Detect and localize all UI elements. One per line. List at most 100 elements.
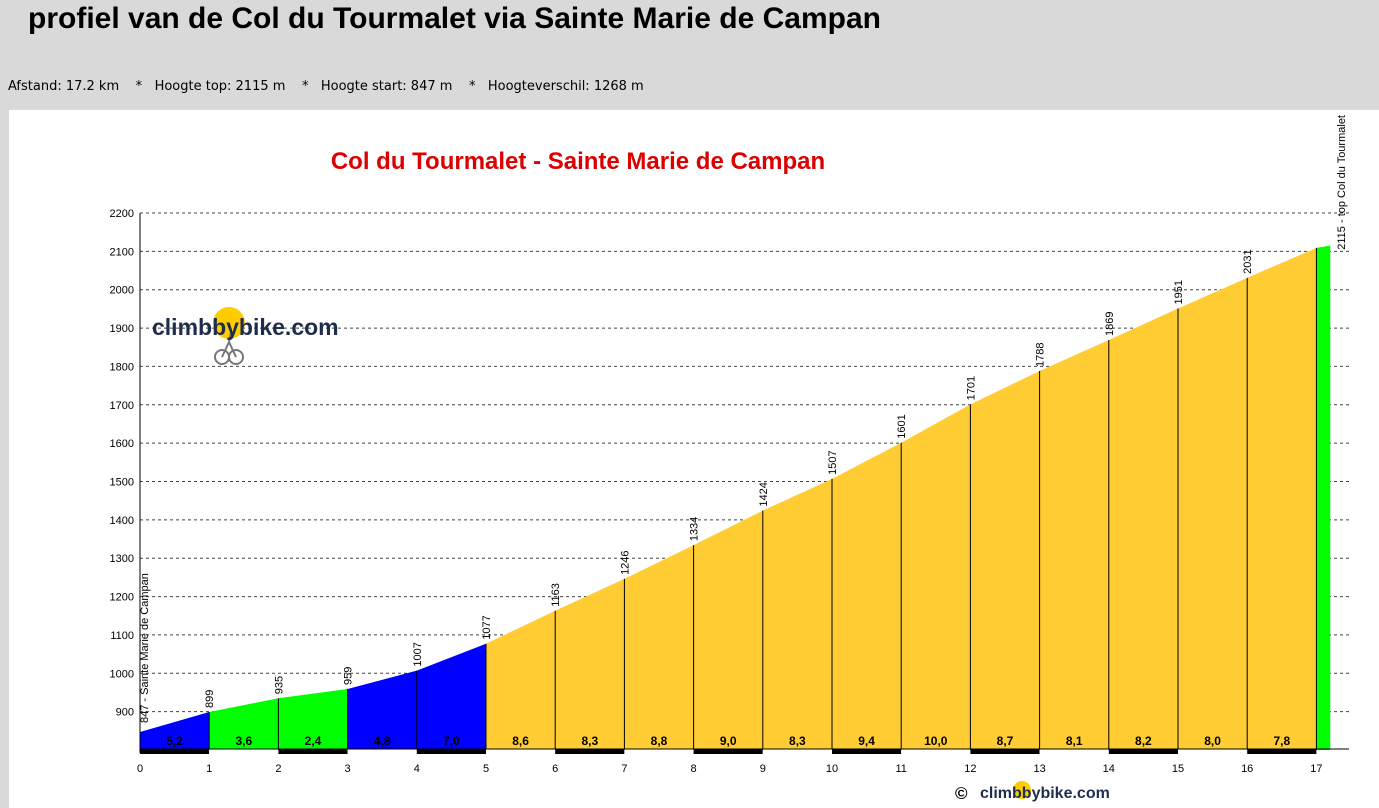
label-layer: 5,2 3,6 2,4 4,8 7,0 8,6 8,3 8,8 9,0 8,3 9,4 10,0 8,7…: [139, 115, 1348, 748]
gradient-label: 5,2: [166, 734, 183, 748]
y-tick-label: 1300: [110, 553, 134, 565]
km-strip-block: [970, 749, 1040, 754]
km-strip-block: [278, 749, 348, 754]
gradient-label: 10,0: [924, 734, 948, 748]
cyclist-icon: [214, 331, 244, 365]
copyright-symbol: ©: [955, 784, 968, 803]
profile-segment: [1247, 247, 1317, 750]
x-tick-label: 8: [691, 763, 697, 775]
profile-segment: [970, 371, 1040, 750]
km-strip-block: [832, 749, 902, 754]
page-title: profiel van de Col du Tourmalet via Sain…: [28, 2, 881, 35]
y-tick-label: 2000: [110, 285, 134, 297]
profile-segment: [416, 643, 486, 750]
y-tick-label: 1900: [110, 323, 134, 335]
altitude-label: 1334: [689, 517, 701, 541]
altitude-label: 935: [273, 676, 285, 694]
climbbybike-logo: climbbybike.com: [152, 307, 339, 365]
altitude-label: 1163: [550, 583, 562, 607]
stats-line: Afstand: 17.2 km * Hoogte top: 2115 m * …: [8, 79, 644, 94]
x-tick-label: 14: [1103, 763, 1115, 775]
altitude-label: 1869: [1104, 311, 1116, 335]
km-strip-block: [901, 749, 971, 754]
gradient-label: 8,1: [1066, 734, 1083, 748]
stat-start-altitude: Hoogte start: 847 m: [320, 79, 453, 94]
profile-segment: [1178, 277, 1248, 750]
altitude-label: 2115 - top Col du Tourmalet: [1336, 115, 1348, 250]
km-strip-block: [347, 749, 417, 754]
y-tick-label: 1700: [110, 400, 134, 412]
profile-segment: [693, 510, 763, 750]
altitude-label: 1424: [758, 482, 770, 506]
km-strip-block: [416, 749, 486, 754]
altitude-label: 1507: [827, 450, 839, 474]
y-tick-label: 1100: [110, 630, 134, 642]
x-tick-label: 4: [414, 763, 420, 775]
altitude-label: 1077: [481, 615, 493, 639]
km-strip-block: [140, 749, 210, 754]
stat-distance: Afstand: 17.2 km: [8, 79, 120, 94]
x-tick-label: 6: [552, 763, 558, 775]
x-tick-label: 0: [137, 763, 143, 775]
footer-logo-text: climbbybike.com: [980, 785, 1110, 802]
x-tick-label: 2: [275, 763, 281, 775]
stat-altitude-difference: Hoogteverschil: 1268 m: [487, 79, 644, 94]
stat-separator: *: [301, 79, 309, 94]
altitude-label: 1951: [1173, 280, 1185, 304]
altitude-label: 1788: [1035, 343, 1047, 367]
profile-segment: [901, 404, 971, 750]
km-strip-block: [486, 749, 556, 754]
km-strip-block: [762, 749, 832, 754]
stat-separator: *: [135, 79, 143, 94]
altitude-label: 1601: [896, 414, 908, 438]
x-tick-label: 1: [206, 763, 212, 775]
y-tick-label: 2100: [110, 246, 134, 258]
gradient-label: 9,4: [858, 734, 875, 748]
x-tick-label: 5: [483, 763, 489, 775]
x-tick-label: 12: [964, 763, 976, 775]
x-tick-label: 10: [826, 763, 838, 775]
x-tick-label: 11: [895, 763, 906, 775]
gradient-label: 8,2: [1135, 734, 1152, 748]
gradient-label: 4,8: [374, 734, 391, 748]
axis-layer: 9001000110012001300140015001600170018001…: [110, 208, 1349, 775]
gradient-label: 8,8: [651, 734, 668, 748]
logo-text: climbbybike.com: [152, 314, 339, 340]
x-tick-label: 13: [1033, 763, 1045, 775]
km-strip-block: [1247, 749, 1317, 754]
gradient-label: 8,3: [789, 734, 806, 748]
gradient-label: 8,0: [1204, 734, 1221, 748]
x-tick-label: 3: [345, 763, 351, 775]
logo-disc: [213, 307, 245, 339]
y-tick-label: 2200: [110, 208, 134, 220]
x-tick-label: 15: [1172, 763, 1184, 775]
stat-separator: *: [468, 79, 476, 94]
stat-top-altitude: Hoogte top: 2115 m: [154, 79, 286, 94]
altitude-label: 2031: [1242, 249, 1254, 273]
x-tick-label: 7: [621, 763, 627, 775]
x-tick-label: 16: [1241, 763, 1253, 775]
km-strip-block: [209, 749, 279, 754]
profile-segment: [555, 578, 625, 750]
km-strip-block: [555, 749, 625, 754]
km-strip-block: [1039, 749, 1109, 754]
gradient-label: 9,0: [720, 734, 737, 748]
altitude-label: 899: [204, 690, 216, 708]
gradient-label: 8,6: [512, 734, 529, 748]
y-tick-label: 1600: [110, 438, 134, 450]
profile-segment: [486, 610, 556, 750]
profile-segment: [278, 689, 348, 750]
footer-watermark: © climbbybike.com: [955, 781, 1110, 803]
profile-segment: [832, 442, 902, 750]
y-tick-label: 1800: [110, 361, 134, 373]
profile-segment: [140, 712, 210, 750]
km-strip-block: [624, 749, 694, 754]
km-strip-block: [1108, 749, 1178, 754]
chart-panel: Col du Tourmalet - Sainte Marie de Campa…: [9, 110, 1379, 808]
profile-segment: [1108, 308, 1178, 750]
profile-segment: [347, 670, 417, 750]
chart-title: Col du Tourmalet - Sainte Marie de Campa…: [331, 148, 825, 175]
altitude-label: 1007: [412, 642, 424, 666]
gradient-label: 8,3: [581, 734, 598, 748]
y-tick-label: 1000: [110, 668, 134, 680]
